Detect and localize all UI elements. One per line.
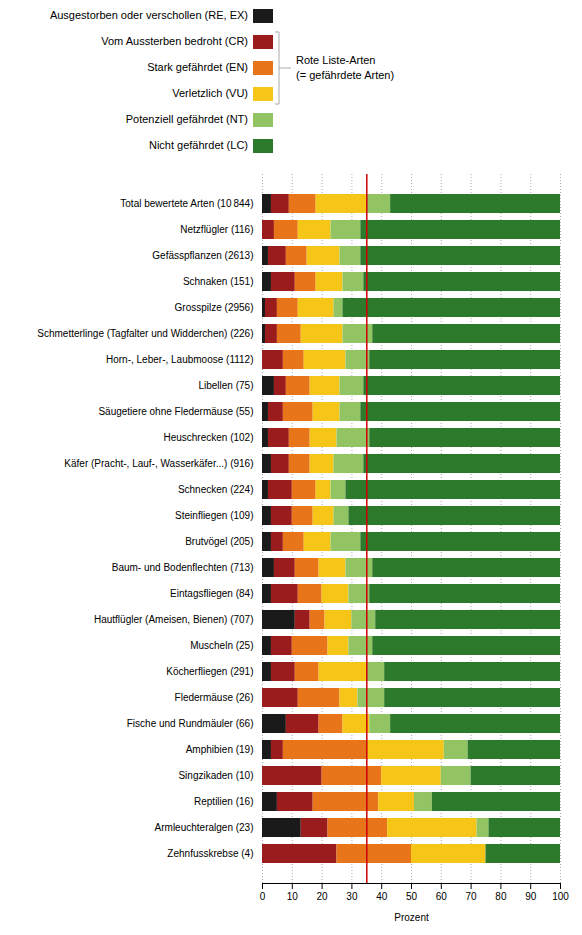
svg-text:Säugetiere ohne Fledermäuse (5: Säugetiere ohne Fledermäuse (55) [98,406,253,417]
svg-text:0: 0 [260,891,266,902]
svg-text:Baum- und Bodenflechten (713): Baum- und Bodenflechten (713) [112,562,254,573]
svg-text:100: 100 [552,891,569,902]
svg-text:80: 80 [495,891,507,902]
svg-text:70: 70 [466,891,478,902]
svg-text:Armleuchteralgen (23): Armleuchteralgen (23) [155,822,254,833]
svg-text:Nicht gefährdet (LC): Nicht gefährdet (LC) [149,139,248,151]
svg-text:Reptilien (16): Reptilien (16) [194,796,253,807]
svg-text:Horn-, Leber-, Laubmoose (1112: Horn-, Leber-, Laubmoose (1112) [106,354,254,365]
svg-text:Verletzlich (VU): Verletzlich (VU) [172,87,248,99]
svg-text:Ausgestorben oder verschollen: Ausgestorben oder verschollen (RE, EX) [50,9,248,21]
svg-text:Stark gefährdet (EN): Stark gefährdet (EN) [147,61,248,73]
svg-text:30: 30 [346,891,358,902]
svg-text:Muscheln (25): Muscheln (25) [190,640,253,651]
svg-text:Libellen (75): Libellen (75) [198,380,253,391]
svg-text:20: 20 [317,891,329,902]
svg-text:Netzflügler (116): Netzflügler (116) [180,224,253,235]
svg-text:Eintagsfliegen (84): Eintagsfliegen (84) [170,588,253,599]
svg-text:Vom Aussterben bedroht (CR): Vom Aussterben bedroht (CR) [101,35,248,47]
svg-text:Potenziell gefährdet (NT): Potenziell gefährdet (NT) [126,113,248,125]
svg-text:Schnecken (224): Schnecken (224) [178,484,254,495]
svg-text:50: 50 [406,891,418,902]
svg-text:10: 10 [287,891,299,902]
svg-text:Amphibien (19): Amphibien (19) [186,744,254,755]
svg-text:Singzikaden (10): Singzikaden (10) [178,770,253,781]
svg-text:Gefässpflanzen (2613): Gefässpflanzen (2613) [152,250,253,261]
svg-text:Schnaken (151): Schnaken (151) [183,276,254,287]
svg-text:Total bewertete Arten (10 844): Total bewertete Arten (10 844) [120,198,253,209]
svg-text:Köcherfliegen (291): Köcherfliegen (291) [166,666,253,677]
svg-text:Fledermäuse (26): Fledermäuse (26) [175,692,254,703]
svg-text:Zehnfusskrebse (4): Zehnfusskrebse (4) [167,848,253,859]
svg-text:60: 60 [436,891,448,902]
svg-text:Brutvögel (205): Brutvögel (205) [185,536,253,547]
svg-text:Prozent: Prozent [394,912,429,923]
svg-text:Schmetterlinge (Tagfalter und: Schmetterlinge (Tagfalter und Widderchen… [37,328,253,339]
svg-text:Grosspilze (2956): Grosspilze (2956) [175,302,254,313]
svg-text:Heuschrecken (102): Heuschrecken (102) [163,432,253,443]
svg-text:Käfer (Pracht-, Lauf-, Wasserk: Käfer (Pracht-, Lauf-, Wasserkäfer...) (… [64,458,253,469]
svg-text:40: 40 [376,891,388,902]
svg-text:Rote Liste-Arten(= gefährdete: Rote Liste-Arten(= gefährdete Arten) [296,53,394,80]
svg-text:Fische und Rundmäuler (66): Fische und Rundmäuler (66) [127,718,254,729]
svg-text:Hautflügler (Ameisen, Bienen): Hautflügler (Ameisen, Bienen) (707) [94,614,254,625]
svg-text:Steinfliegen (109): Steinfliegen (109) [175,510,253,521]
svg-text:90: 90 [525,891,537,902]
